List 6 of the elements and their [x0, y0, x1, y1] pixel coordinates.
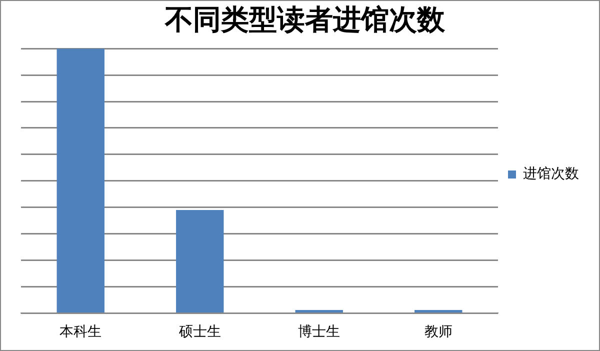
- x-tick-label: 本科生: [60, 324, 102, 340]
- legend-label: 进馆次数: [523, 166, 579, 182]
- x-tick-label: 教师: [424, 324, 452, 340]
- x-tick-label: 博士生: [298, 324, 340, 340]
- x-tick-label: 硕士生: [178, 324, 221, 340]
- chart-title: 不同类型读者进馆次数: [164, 3, 446, 36]
